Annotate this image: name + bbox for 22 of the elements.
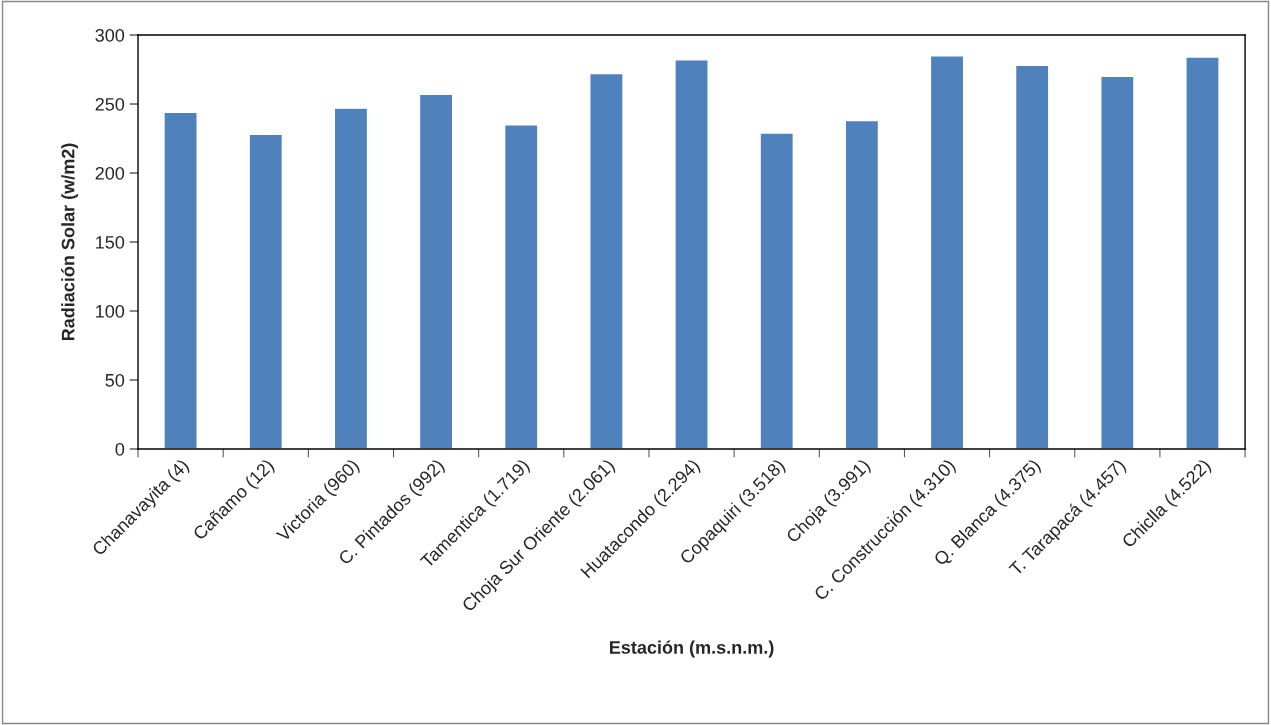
bar bbox=[844, 119, 880, 449]
y-tick-label: 0 bbox=[115, 442, 125, 456]
bar bbox=[759, 132, 795, 449]
bar bbox=[248, 133, 284, 449]
x-axis-title: Estación (m.s.n.m.) bbox=[609, 640, 774, 658]
y-axis-title: Radiación Solar (w/m2) bbox=[61, 143, 79, 341]
y-tick-label: 150 bbox=[96, 235, 125, 249]
bar bbox=[1100, 75, 1135, 449]
y-tick-label: 100 bbox=[96, 304, 125, 318]
y-tick-label: 50 bbox=[105, 373, 125, 387]
y-tick-label: 300 bbox=[95, 28, 125, 42]
bar bbox=[1014, 64, 1050, 449]
y-tick-label: 200 bbox=[95, 166, 125, 180]
bar bbox=[163, 111, 198, 449]
y-tick-label: 250 bbox=[95, 97, 125, 111]
bar bbox=[418, 93, 454, 449]
bar bbox=[929, 55, 965, 449]
bar bbox=[1185, 56, 1220, 449]
bar bbox=[503, 124, 539, 449]
bar bbox=[589, 72, 624, 449]
bar bbox=[333, 107, 369, 449]
bar bbox=[674, 59, 709, 449]
